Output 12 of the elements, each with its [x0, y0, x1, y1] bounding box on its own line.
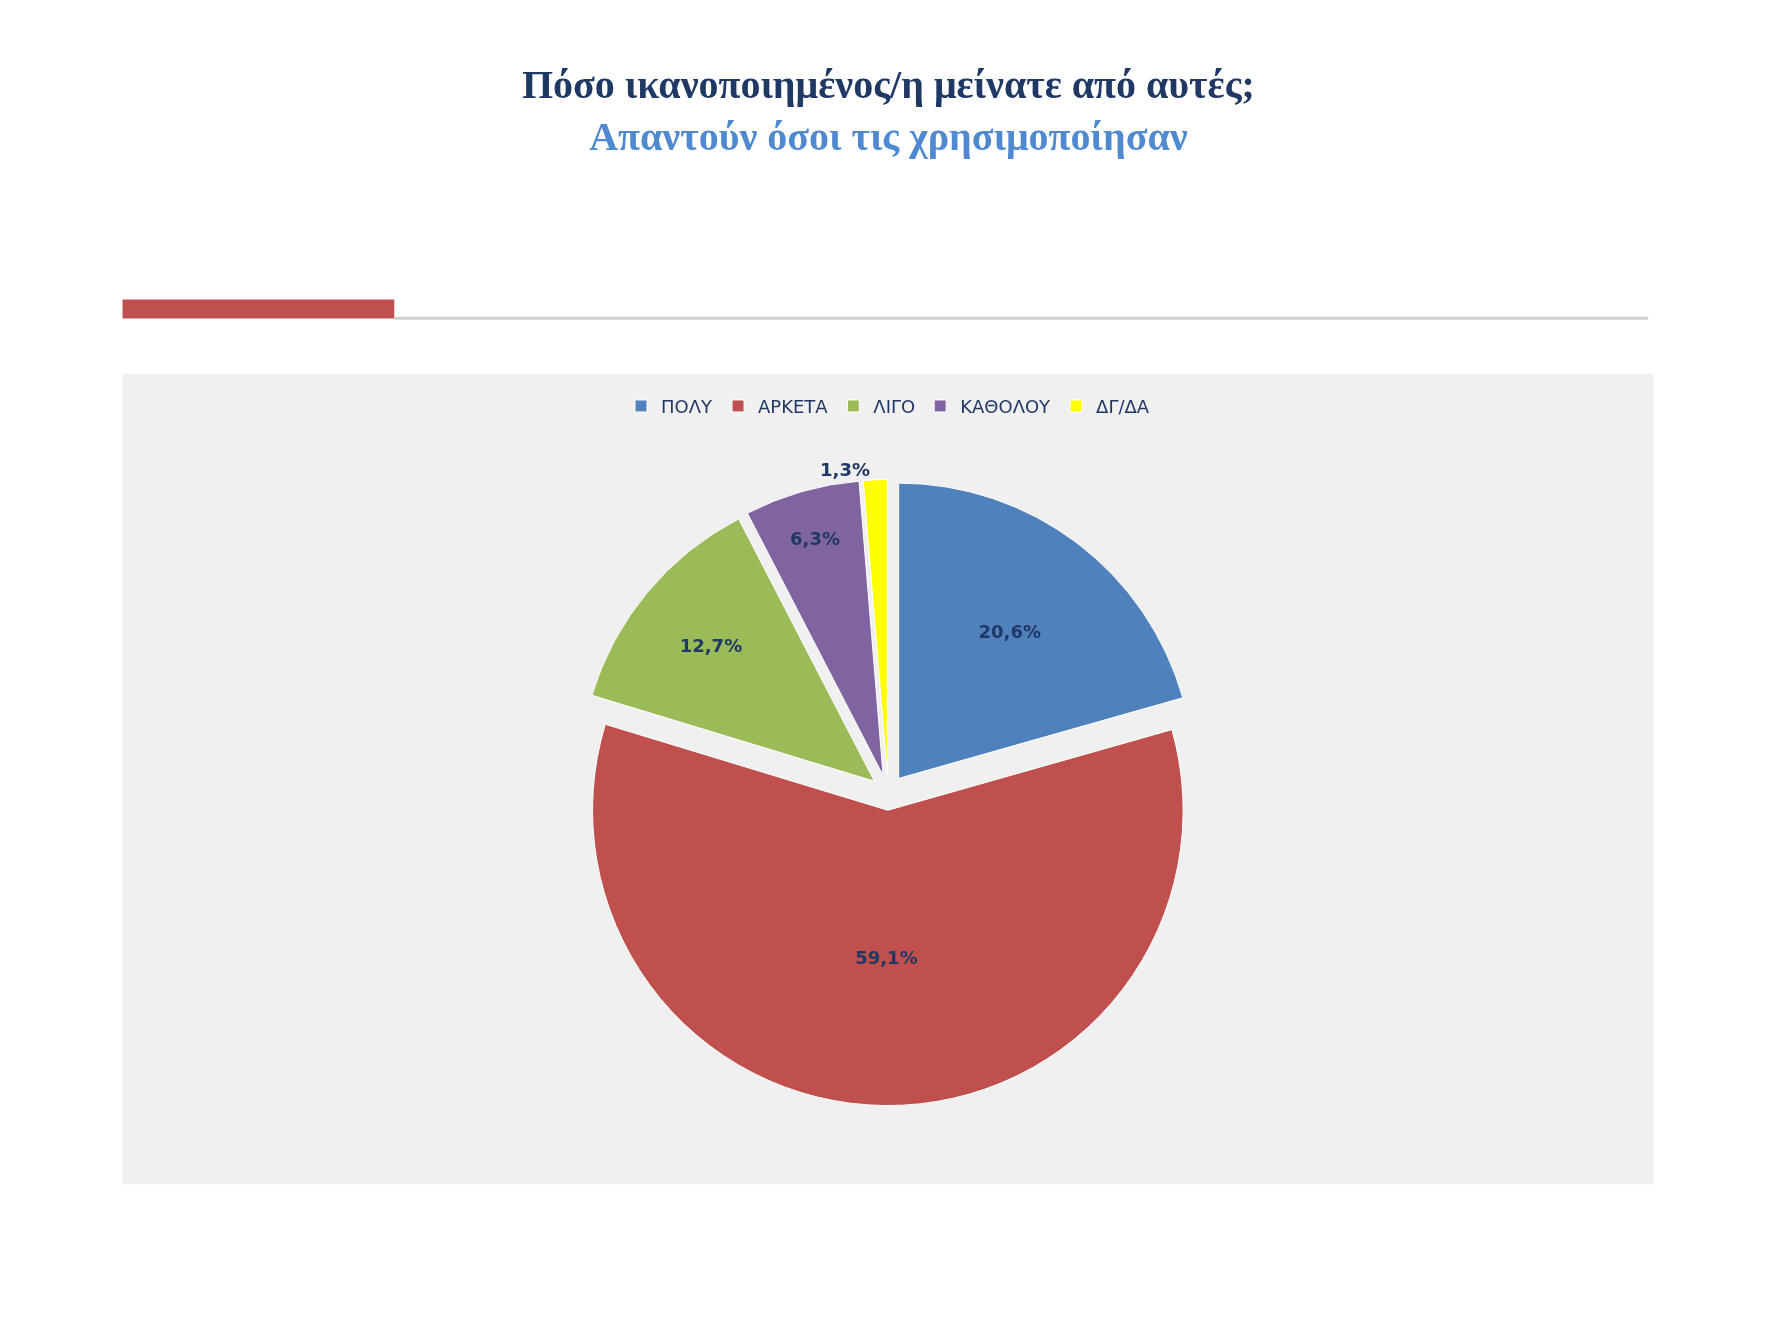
data-label: 6,3%: [790, 527, 840, 549]
legend-label: ΚΑΘΟΛΟΥ: [960, 395, 1052, 417]
data-label: 1,3%: [820, 458, 870, 480]
legend-label: ΠΟΛΥ: [661, 395, 714, 417]
data-label: 59,1%: [855, 947, 918, 969]
chart-subtitle: Απαντούν όσοι τις χρησιμοποίησαν: [589, 114, 1188, 159]
chart-title: Πόσο ικανοποιημένος/η μείνατε από αυτές;: [522, 62, 1255, 107]
data-label: 20,6%: [978, 620, 1041, 642]
legend-label: ΑΡΚΕΤΑ: [758, 395, 829, 417]
legend-label: ΔΓ/ΔΑ: [1096, 395, 1150, 417]
data-label: 12,7%: [679, 634, 743, 656]
legend-label: ΛΙΓΟ: [873, 395, 916, 417]
